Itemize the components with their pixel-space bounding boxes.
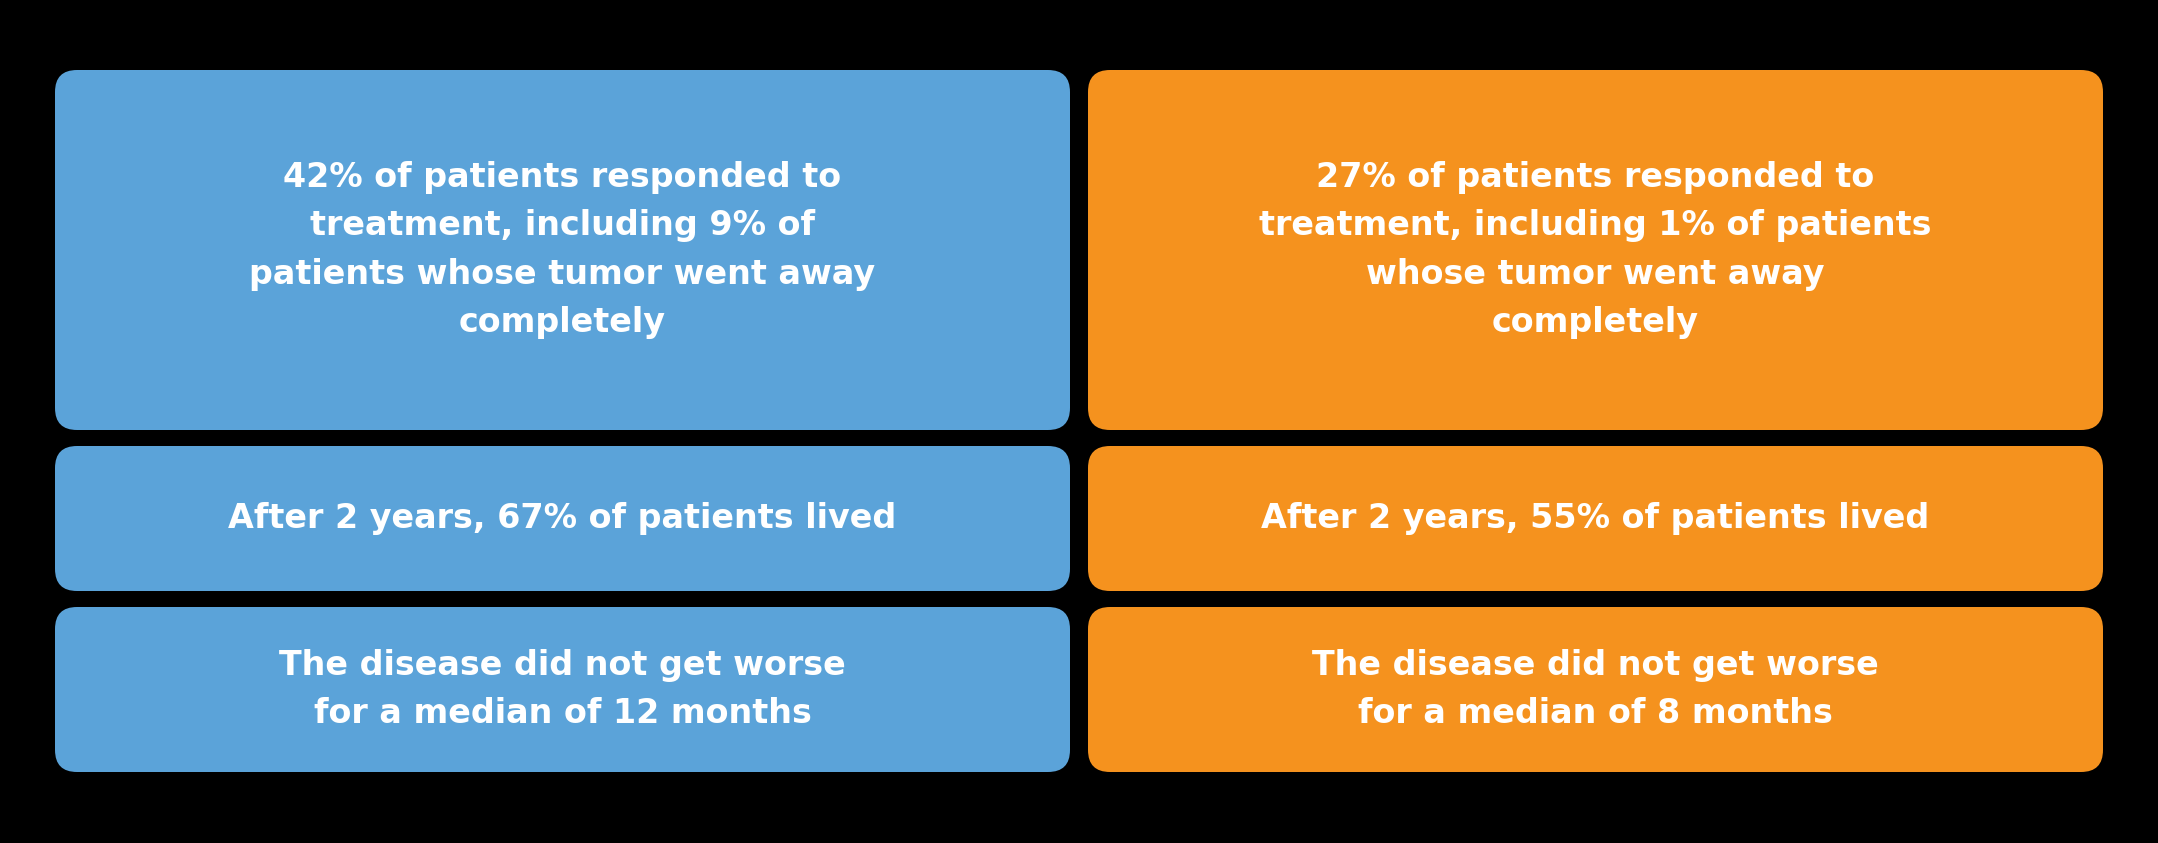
- FancyBboxPatch shape: [54, 70, 1070, 430]
- Text: After 2 years, 55% of patients lived: After 2 years, 55% of patients lived: [1262, 502, 1929, 535]
- FancyBboxPatch shape: [1088, 70, 2104, 430]
- FancyBboxPatch shape: [54, 607, 1070, 772]
- Text: 27% of patients responded to
treatment, including 1% of patients
whose tumor wen: 27% of patients responded to treatment, …: [1260, 161, 1931, 340]
- FancyBboxPatch shape: [1088, 446, 2104, 591]
- FancyBboxPatch shape: [54, 446, 1070, 591]
- Text: The disease did not get worse
for a median of 12 months: The disease did not get worse for a medi…: [278, 649, 846, 730]
- Text: After 2 years, 67% of patients lived: After 2 years, 67% of patients lived: [229, 502, 896, 535]
- Text: The disease did not get worse
for a median of 8 months: The disease did not get worse for a medi…: [1312, 649, 1880, 730]
- Text: 42% of patients responded to
treatment, including 9% of
patients whose tumor wen: 42% of patients responded to treatment, …: [250, 161, 876, 340]
- FancyBboxPatch shape: [1088, 607, 2104, 772]
